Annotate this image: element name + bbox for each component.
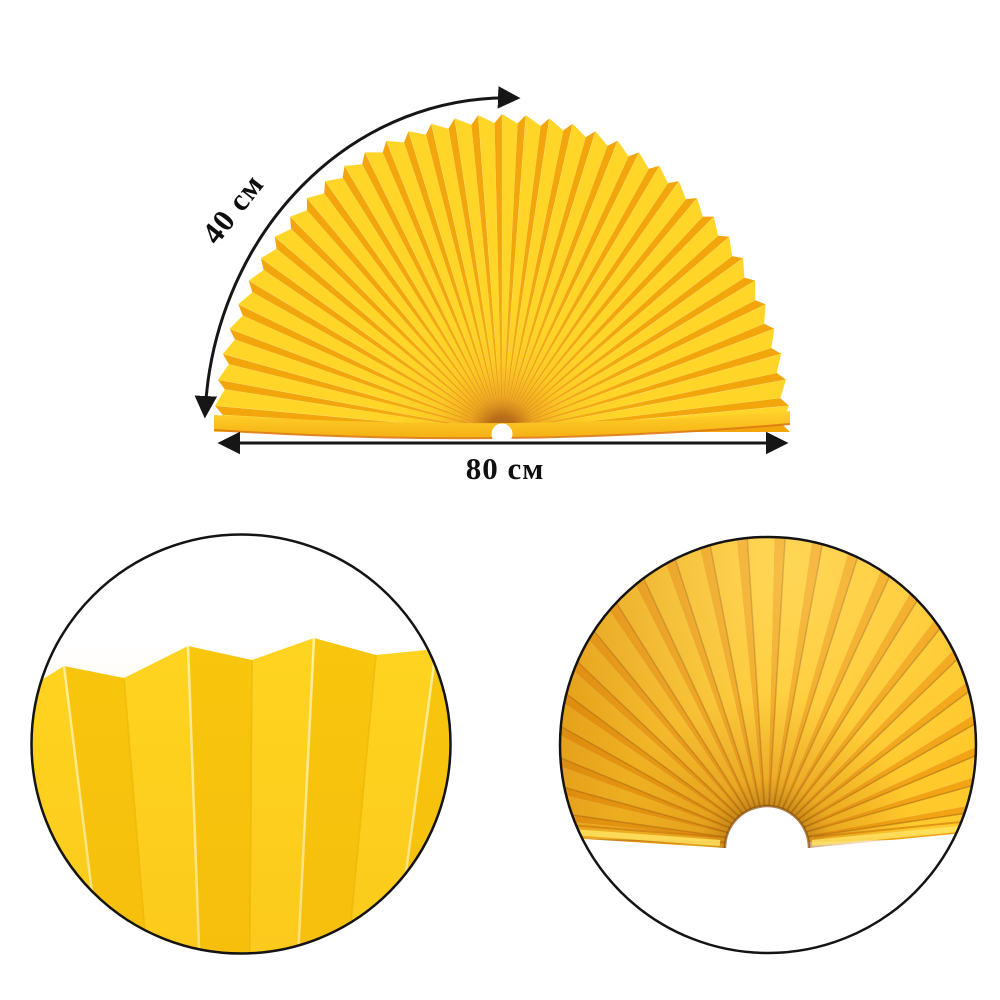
width-dimension-label: 80 см: [465, 451, 545, 486]
fan-main-view: [213, 113, 791, 445]
detail-circle-pleat-edge: [30, 533, 452, 955]
height-dimension-arrow: [194, 86, 521, 419]
